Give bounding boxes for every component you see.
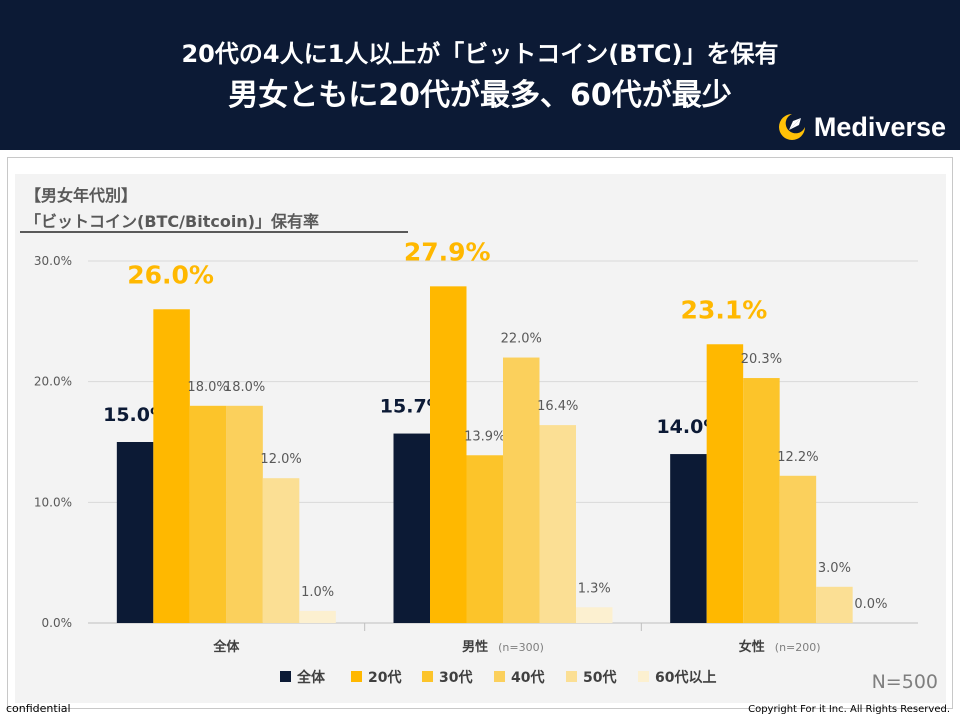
bar	[466, 455, 503, 623]
data-label: 23.1%	[681, 295, 768, 324]
legend-swatch	[638, 671, 649, 682]
data-label: 13.9%	[464, 429, 505, 444]
chart-subtitle-line-1: 【男女年代別】	[25, 186, 138, 205]
sample-size-annotation: N=500	[872, 671, 938, 693]
data-label: 0.0%	[854, 597, 887, 612]
bar	[670, 454, 707, 623]
headline-line-1: 20代の4人に1人以上が「ビットコイン(BTC)」を保有	[181, 40, 779, 68]
bar	[226, 405, 263, 623]
bar	[299, 610, 336, 623]
bar	[262, 478, 300, 623]
legend-swatch	[351, 671, 362, 682]
bar	[743, 378, 780, 623]
legend-swatch	[494, 671, 505, 682]
legend-label: 30代	[439, 669, 472, 686]
legend-label: 60代以上	[655, 669, 716, 686]
y-tick-label: 20.0%	[34, 375, 72, 389]
category-label: 女性 (n=200)	[739, 639, 821, 655]
chart-subtitle-line-2: 「ビットコイン(BTC/Bitcoin)」保有率	[25, 212, 320, 231]
data-label: 15.0%	[103, 404, 169, 426]
header-banner	[0, 0, 960, 150]
data-label: 16.4%	[537, 399, 578, 414]
category-label: 男性 (n=300)	[462, 639, 544, 655]
bar	[539, 425, 576, 623]
category-sample-size: (n=200)	[775, 641, 821, 654]
data-label: 27.9%	[404, 237, 491, 266]
bar	[189, 405, 227, 623]
data-label: 20.3%	[741, 352, 782, 367]
bar	[779, 475, 817, 623]
legend-label: 20代	[368, 669, 401, 686]
category-name: 女性	[739, 639, 765, 655]
data-label: 18.0%	[224, 380, 265, 395]
y-tick-label: 10.0%	[34, 495, 72, 509]
bar	[153, 309, 190, 623]
data-label: 12.2%	[777, 450, 818, 465]
category-name: 全体	[212, 639, 240, 655]
data-label: 18.0%	[187, 380, 228, 395]
legend-swatch	[422, 671, 433, 682]
bar	[576, 607, 613, 623]
bar	[116, 442, 154, 623]
data-label: 26.0%	[127, 260, 214, 289]
data-label: 14.0%	[656, 416, 722, 438]
y-tick-label: 30.0%	[34, 254, 72, 268]
data-label: 3.0%	[818, 561, 851, 576]
data-label: 1.3%	[578, 581, 611, 596]
legend-label: 40代	[511, 669, 544, 686]
legend-label: 全体	[296, 669, 326, 686]
legend-label: 50代	[583, 669, 616, 686]
bar	[503, 357, 540, 623]
data-label: 15.7%	[380, 396, 446, 418]
copyright-notice: Copyright For it Inc. All Rights Reserve…	[748, 704, 950, 715]
brand-name: Mediverse	[813, 111, 946, 142]
bar	[816, 586, 853, 623]
headline-line-2: 男女ともに20代が最多、60代が最少	[228, 78, 732, 113]
category-sample-size: (n=300)	[498, 641, 544, 654]
data-label: 12.0%	[260, 452, 301, 467]
brand-logo: Mediverse	[776, 110, 946, 144]
category-name: 男性	[462, 639, 488, 655]
legend-swatch	[566, 671, 577, 682]
y-tick-label: 0.0%	[42, 616, 73, 630]
data-label: 1.0%	[301, 585, 334, 600]
category-label: 全体	[212, 639, 240, 655]
confidential-label: confidential	[6, 702, 71, 715]
rocket-moon-icon	[778, 114, 805, 140]
legend-swatch	[280, 671, 291, 682]
bar	[393, 433, 430, 623]
subtitle-underline	[20, 231, 408, 233]
bar	[706, 344, 744, 623]
data-label: 22.0%	[501, 332, 542, 347]
bar	[430, 286, 467, 623]
